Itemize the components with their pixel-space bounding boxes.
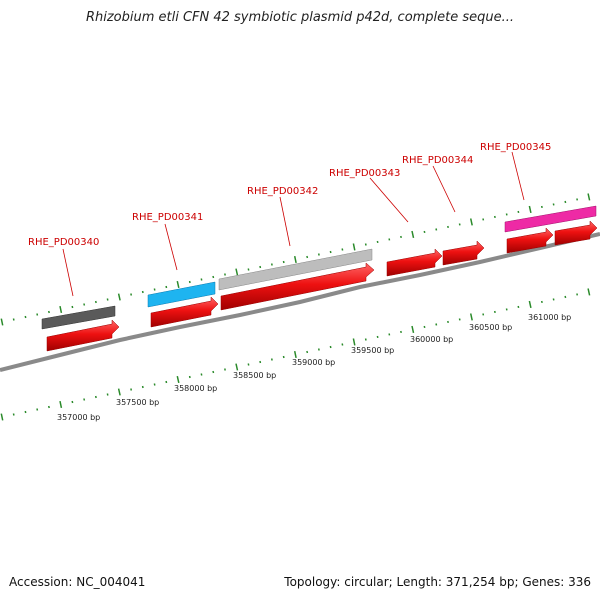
gene-leader-line bbox=[62, 248, 74, 297]
scale-tick bbox=[83, 398, 86, 401]
scale-tick bbox=[352, 338, 356, 346]
scale-tick bbox=[59, 305, 63, 314]
scale-tick bbox=[59, 400, 63, 409]
scale-tick bbox=[435, 228, 438, 231]
gene-feature-rhe-pd00340[interactable] bbox=[41, 305, 116, 330]
cds-arrow[interactable] bbox=[442, 240, 485, 266]
scale-tick bbox=[306, 255, 309, 259]
scale-tick bbox=[411, 230, 415, 239]
scale-tick bbox=[293, 255, 297, 264]
tick-row-lower bbox=[0, 288, 591, 421]
scale-tick bbox=[587, 288, 591, 296]
backbone-line bbox=[0, 232, 600, 372]
gene-label-rhe-pd00343[interactable]: RHE_PD00343 bbox=[329, 168, 400, 179]
gene-feature-rhe-pd00341[interactable] bbox=[147, 281, 216, 308]
cds-arrow[interactable] bbox=[150, 296, 219, 328]
scale-tick bbox=[469, 313, 473, 321]
gene-label-rhe-pd00345[interactable]: RHE_PD00345 bbox=[480, 142, 551, 153]
scale-label: 358000 bp bbox=[174, 384, 217, 393]
cds-arrow[interactable] bbox=[554, 220, 598, 246]
cds-arrow[interactable] bbox=[46, 319, 120, 352]
scale-tick bbox=[176, 375, 180, 384]
scale-label: 357500 bp bbox=[116, 398, 159, 407]
gene-label-rhe-pd00344[interactable]: RHE_PD00344 bbox=[402, 155, 473, 166]
scale-tick bbox=[564, 295, 567, 299]
scale-tick bbox=[0, 318, 4, 326]
gene-leader-line bbox=[511, 151, 525, 201]
scale-label: 360000 bp bbox=[410, 335, 453, 344]
scale-tick bbox=[176, 280, 180, 289]
scale-tick bbox=[117, 388, 121, 396]
scale-label: 358500 bp bbox=[233, 371, 276, 380]
genome-summary-text: Topology: circular; Length: 371,254 bp; … bbox=[284, 575, 591, 589]
scale-tick bbox=[212, 370, 215, 374]
scale-label: 360500 bp bbox=[469, 323, 512, 332]
scale-tick bbox=[587, 193, 591, 201]
scale-label: 357000 bp bbox=[57, 413, 100, 422]
gene-label-rhe-pd00340[interactable]: RHE_PD00340 bbox=[28, 237, 99, 248]
cds-arrow[interactable] bbox=[220, 262, 375, 311]
tick-row-upper bbox=[0, 193, 591, 326]
scale-tick bbox=[352, 243, 356, 251]
scale-tick bbox=[117, 293, 121, 301]
scale-tick bbox=[469, 218, 473, 226]
accession-text: Accession: NC_004041 bbox=[9, 575, 146, 589]
scale-tick bbox=[235, 268, 239, 276]
scale-tick bbox=[528, 300, 532, 309]
gene-leader-line bbox=[432, 165, 456, 213]
scale-tick bbox=[411, 325, 415, 334]
scale-tick bbox=[47, 310, 50, 314]
scale-tick bbox=[212, 275, 215, 279]
gene-label-rhe-pd00341[interactable]: RHE_PD00341 bbox=[132, 212, 203, 223]
scale-tick bbox=[83, 303, 86, 306]
gene-leader-line bbox=[369, 177, 409, 223]
scale-tick bbox=[47, 405, 50, 409]
scale-label: 359000 bp bbox=[292, 358, 335, 367]
scale-tick bbox=[435, 323, 438, 326]
scale-tick bbox=[0, 413, 4, 421]
gene-leader-line bbox=[164, 223, 178, 271]
scale-tick bbox=[528, 205, 532, 214]
map-title: Rhizobium etli CFN 42 symbiotic plasmid … bbox=[85, 10, 515, 25]
scale-tick bbox=[564, 200, 567, 204]
scale-tick bbox=[293, 350, 297, 359]
scale-tick bbox=[306, 350, 309, 354]
cds-arrow[interactable] bbox=[386, 248, 443, 277]
cds-arrow[interactable] bbox=[506, 227, 554, 254]
scale-tick bbox=[235, 363, 239, 371]
scale-label: 361000 bp bbox=[528, 313, 571, 322]
gene-feature-rhe-pd00342[interactable] bbox=[218, 248, 373, 291]
gene-label-rhe-pd00342[interactable]: RHE_PD00342 bbox=[247, 186, 318, 197]
gene-leader-line bbox=[279, 196, 291, 247]
gene-feature-rhe-pd00345[interactable] bbox=[504, 205, 597, 233]
scale-label: 359500 bp bbox=[351, 346, 394, 355]
